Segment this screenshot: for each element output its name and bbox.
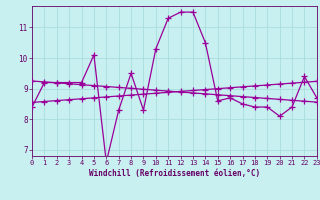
X-axis label: Windchill (Refroidissement éolien,°C): Windchill (Refroidissement éolien,°C) (89, 169, 260, 178)
